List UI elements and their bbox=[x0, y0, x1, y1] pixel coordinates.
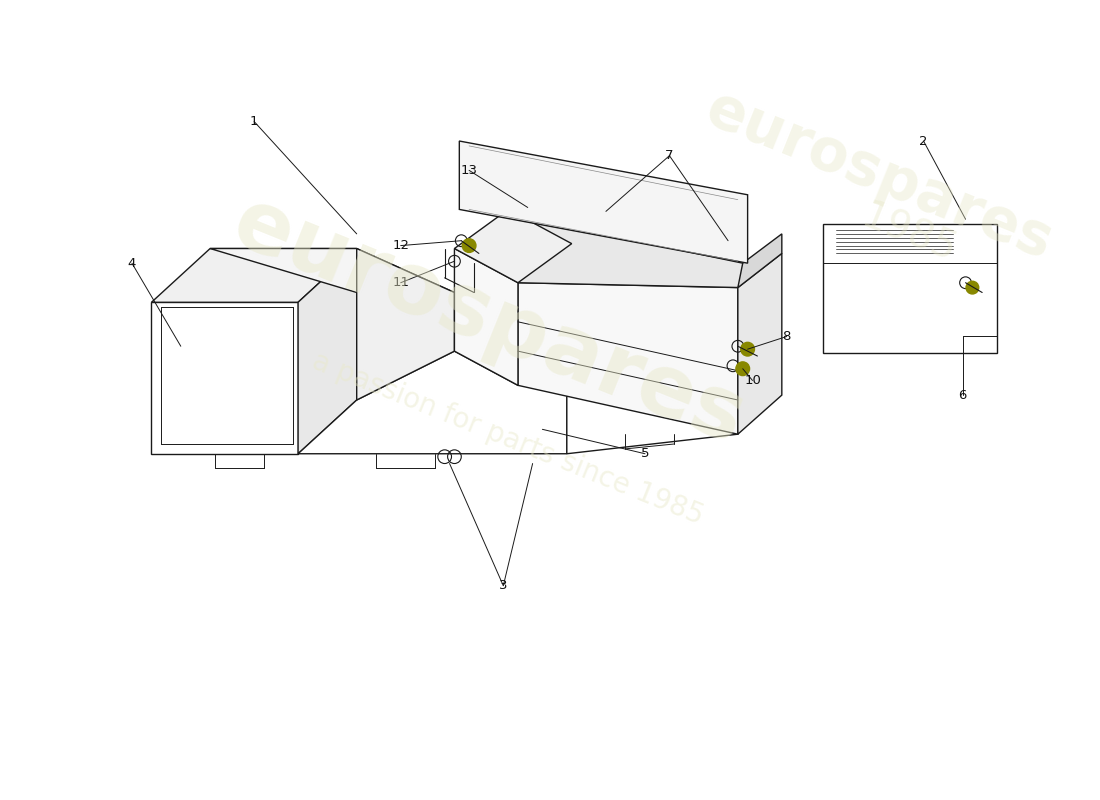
Circle shape bbox=[966, 282, 979, 294]
Polygon shape bbox=[508, 214, 742, 288]
Polygon shape bbox=[454, 210, 572, 282]
Polygon shape bbox=[738, 234, 782, 288]
Polygon shape bbox=[152, 302, 298, 454]
Text: 1985: 1985 bbox=[856, 198, 961, 270]
Polygon shape bbox=[454, 249, 518, 386]
Text: 7: 7 bbox=[666, 149, 673, 162]
Polygon shape bbox=[518, 282, 738, 434]
Text: 8: 8 bbox=[782, 330, 791, 343]
Polygon shape bbox=[298, 346, 566, 454]
Polygon shape bbox=[460, 141, 748, 263]
Text: eurospares: eurospares bbox=[220, 182, 757, 462]
Circle shape bbox=[462, 238, 476, 253]
Text: 5: 5 bbox=[641, 447, 649, 460]
Text: 10: 10 bbox=[744, 374, 761, 387]
Text: 13: 13 bbox=[461, 164, 477, 177]
Text: a passion for parts since 1985: a passion for parts since 1985 bbox=[308, 347, 708, 530]
Polygon shape bbox=[152, 249, 356, 302]
Polygon shape bbox=[566, 337, 738, 454]
Circle shape bbox=[740, 342, 755, 356]
Text: 2: 2 bbox=[920, 134, 927, 147]
Text: 4: 4 bbox=[128, 257, 136, 270]
Polygon shape bbox=[738, 254, 782, 434]
Text: 6: 6 bbox=[958, 389, 967, 402]
Polygon shape bbox=[356, 249, 454, 400]
Polygon shape bbox=[823, 224, 997, 353]
Text: 11: 11 bbox=[393, 276, 409, 290]
Polygon shape bbox=[210, 249, 454, 293]
Text: 3: 3 bbox=[499, 579, 507, 592]
Text: 12: 12 bbox=[393, 239, 409, 252]
Text: eurospares: eurospares bbox=[697, 80, 1062, 270]
Circle shape bbox=[736, 362, 749, 375]
Text: 1: 1 bbox=[250, 115, 258, 128]
Polygon shape bbox=[298, 249, 356, 454]
